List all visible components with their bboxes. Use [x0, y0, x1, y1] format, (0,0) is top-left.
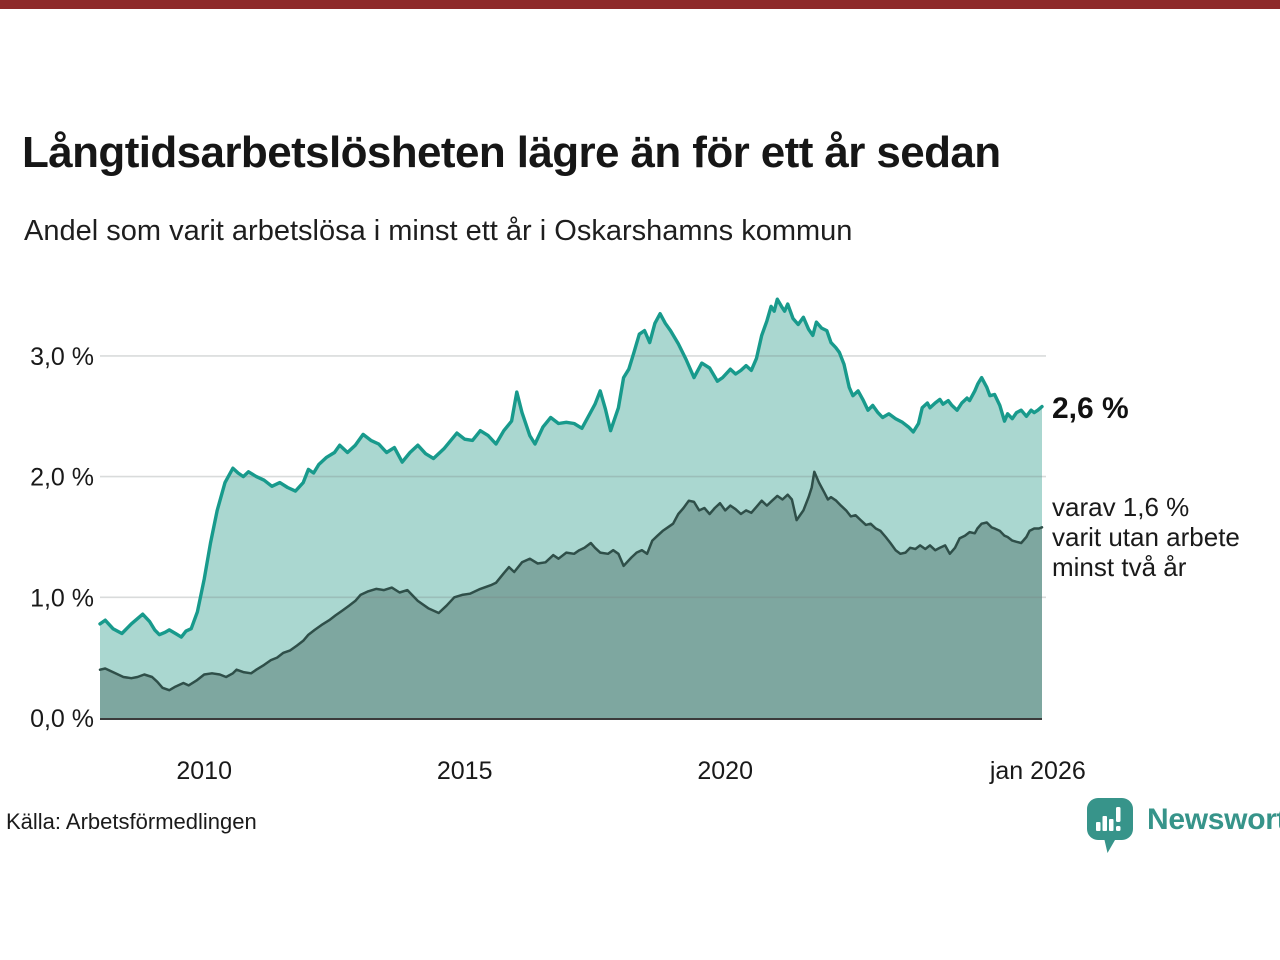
two-year-note-line3: minst två år: [1052, 552, 1187, 582]
x-axis-tick-label: 2020: [697, 757, 753, 785]
two-year-note-line2: varit utan arbete: [1052, 522, 1240, 552]
page-title: Långtidsarbetslösheten lägre än för ett …: [22, 128, 1001, 177]
latest-value-callout: 2,6 %: [1052, 392, 1129, 425]
top-accent-bar: [0, 0, 1280, 9]
y-axis-tick-label: 2,0 %: [30, 464, 94, 492]
x-axis-tick-label: 2010: [176, 757, 232, 785]
series-line-0: [98, 297, 1044, 639]
two-year-note-line1: varav 1,6 %: [1052, 492, 1190, 522]
x-axis-tick-label: 2015: [437, 757, 493, 785]
brand-name: Newsworthy: [1147, 803, 1280, 836]
newsworthy-icon: [1087, 798, 1133, 853]
page-subtitle: Andel som varit arbetslösa i minst ett å…: [24, 215, 853, 247]
y-axis-tick-label: 1,0 %: [30, 584, 94, 612]
series-area-1: [100, 471, 1042, 718]
y-axis-tick-label: 0,0 %: [30, 705, 94, 733]
two-year-note: varav 1,6 % varit utan arbete minst två …: [1052, 492, 1240, 582]
source-note: Källa: Arbetsförmedlingen: [6, 809, 257, 834]
x-axis-tick-label: jan 2026: [989, 757, 1086, 785]
series-line-1: [98, 470, 1044, 692]
brand-logo: Newsworthy: [1086, 797, 1280, 855]
y-axis-tick-label: 3,0 %: [30, 343, 94, 371]
